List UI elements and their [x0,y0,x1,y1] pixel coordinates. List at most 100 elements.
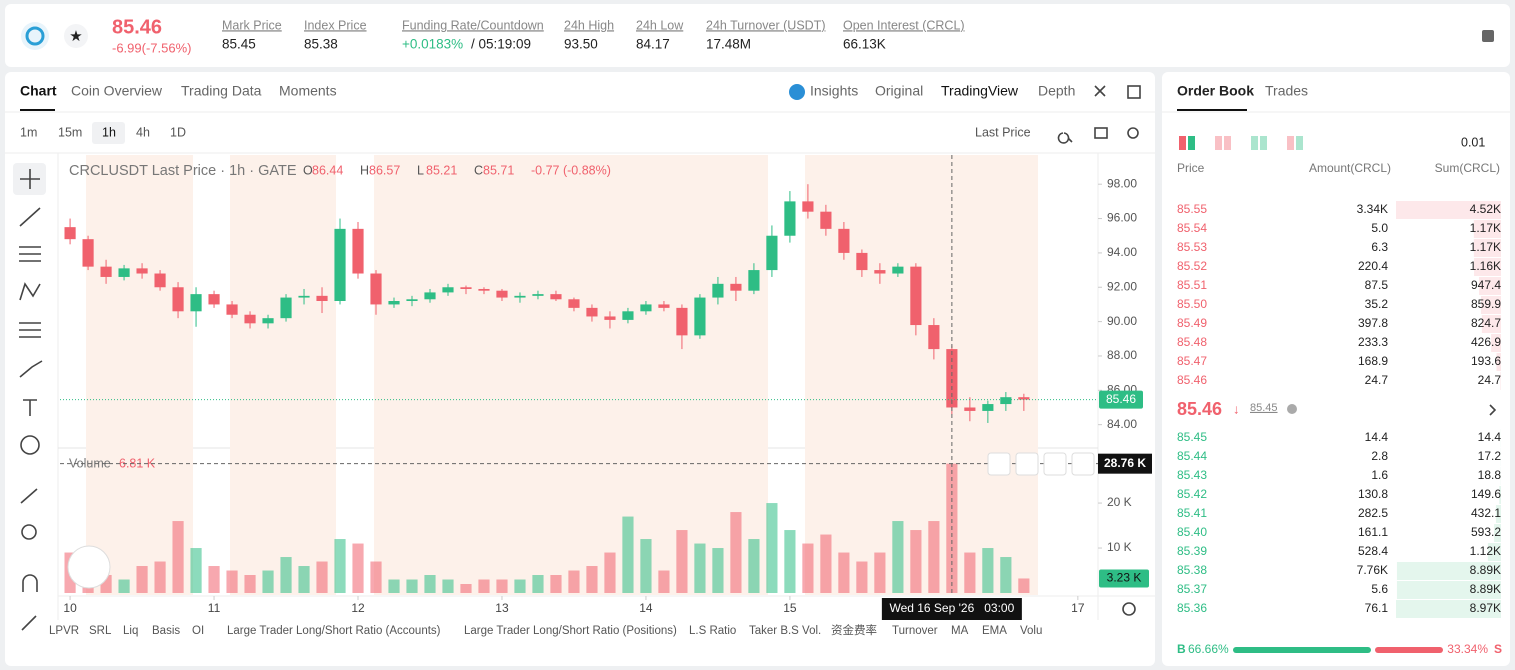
candle-body [100,266,112,277]
interval[interactable]: 4h [136,125,150,139]
ob-view-icon[interactable] [1260,136,1267,150]
ob-view-icon[interactable] [1296,136,1303,150]
sell-bar [1374,647,1443,653]
projection-tool[interactable] [19,322,41,338]
indicator[interactable]: Turnover [892,625,938,637]
ob-sum: 8.89K [1470,563,1501,577]
notes-icon[interactable] [1482,30,1494,42]
indicator[interactable]: Volu [1020,625,1042,637]
favorite-star[interactable]: ★ [69,28,82,45]
indicator[interactable]: Liq [123,625,138,637]
camera-icon[interactable] [1094,127,1108,139]
search-icon[interactable] [1057,132,1073,144]
volume-bar [874,552,886,593]
indicator[interactable]: SRL [89,625,112,637]
ob-tab[interactable]: Order Book [1177,83,1254,99]
volume-bar [802,543,814,593]
x-tick-label: 10 [63,601,77,615]
ob-view-icon[interactable] [1224,136,1231,150]
ob-view-icon[interactable] [1251,136,1258,150]
ob-tab-underline [1177,109,1247,111]
stat-value: 93.50 [564,37,598,52]
ob-tab[interactable]: Trades [1265,83,1308,99]
coin-logo [21,22,49,50]
volume-bar [442,579,454,593]
emoji-tool[interactable] [20,435,40,455]
indicator[interactable]: 资金费率 [831,623,877,637]
ob-price: 85.50 [1177,297,1207,311]
depth-bar [1478,277,1501,295]
ob-view-icon[interactable] [1188,136,1195,150]
ruler-tool[interactable] [20,488,38,504]
volume-bar [154,561,166,593]
volume-bar [640,539,652,593]
depth-bar [1500,372,1501,390]
indicator[interactable]: L.S Ratio [689,625,736,637]
tab[interactable]: Moments [279,83,337,99]
expand-icon[interactable] [1094,85,1106,97]
order-book-panel [1162,72,1510,666]
candle-body [280,297,292,319]
candle-body [1000,397,1012,405]
interval[interactable]: 1D [170,125,186,139]
layout-icon[interactable] [1127,85,1141,99]
indicator[interactable]: MA [951,625,969,637]
ob-price: 85.39 [1177,544,1207,558]
volume-bar [496,579,508,593]
ob-view-icon[interactable] [1179,136,1186,150]
interval[interactable]: 15m [58,125,82,139]
zoom-tool[interactable] [21,524,37,540]
pane-button[interactable] [1071,452,1095,476]
volume-bar [820,534,832,593]
ob-sum: 859.9 [1471,297,1501,311]
indicator[interactable]: Large Trader Long/Short Ratio (Accounts) [227,625,441,637]
indicator[interactable]: Basis [152,625,180,637]
magnet-tool[interactable] [22,574,38,592]
pane-button[interactable] [1015,452,1039,476]
trendline-tool[interactable] [19,207,41,227]
x-tick-label: 13 [495,601,509,615]
view-tab[interactable]: Original [875,83,923,99]
ob-price: 85.48 [1177,335,1207,349]
ob-view-icon[interactable] [1287,136,1294,150]
chevron[interactable] [1489,404,1497,416]
legend-value: 86.57 [369,163,400,177]
pane-button[interactable] [987,452,1011,476]
view-tab[interactable]: TradingView [941,83,1019,99]
indicator[interactable]: Taker B.S Vol. [749,625,821,637]
ob-precision[interactable]: 0.01 [1461,135,1485,149]
indicator[interactable]: OI [192,625,204,637]
session-band [805,155,1038,595]
view-tab[interactable]: Depth [1038,83,1075,99]
settings-icon[interactable] [1127,127,1139,139]
volume-bar [712,548,724,593]
crosshair-tool[interactable] [20,169,40,189]
view-tab[interactable]: Insights [810,83,858,99]
ob-sum: 193.6 [1471,354,1501,368]
price-type[interactable]: Last Price [975,125,1031,139]
pane-button[interactable] [1043,452,1067,476]
chart-settings-icon[interactable] [1122,602,1136,616]
indicator[interactable]: EMA [982,625,1007,637]
pattern-tool[interactable] [19,282,41,301]
pencil-tool[interactable] [21,615,37,631]
depth-bar [1473,239,1501,257]
interval[interactable]: 1h [102,125,116,139]
volume-bar [748,539,760,593]
text-tool[interactable] [23,399,37,416]
x-tick-label: 17 [1071,601,1085,615]
tab[interactable]: Trading Data [181,83,262,99]
volume-bar [928,521,940,593]
volume-bar [244,575,256,593]
brush-tool[interactable] [19,360,43,378]
tab[interactable]: Chart [20,83,57,99]
ob-view-icon[interactable] [1215,136,1222,150]
indicator[interactable]: LPVR [49,625,79,637]
stat-extra: / 05:19:09 [471,37,531,52]
indicator[interactable]: Large Trader Long/Short Ratio (Positions… [464,625,677,637]
fib-tool[interactable] [19,246,41,262]
favorite-button[interactable] [64,24,88,48]
tab[interactable]: Coin Overview [71,83,163,99]
interval[interactable]: 1m [20,125,37,139]
